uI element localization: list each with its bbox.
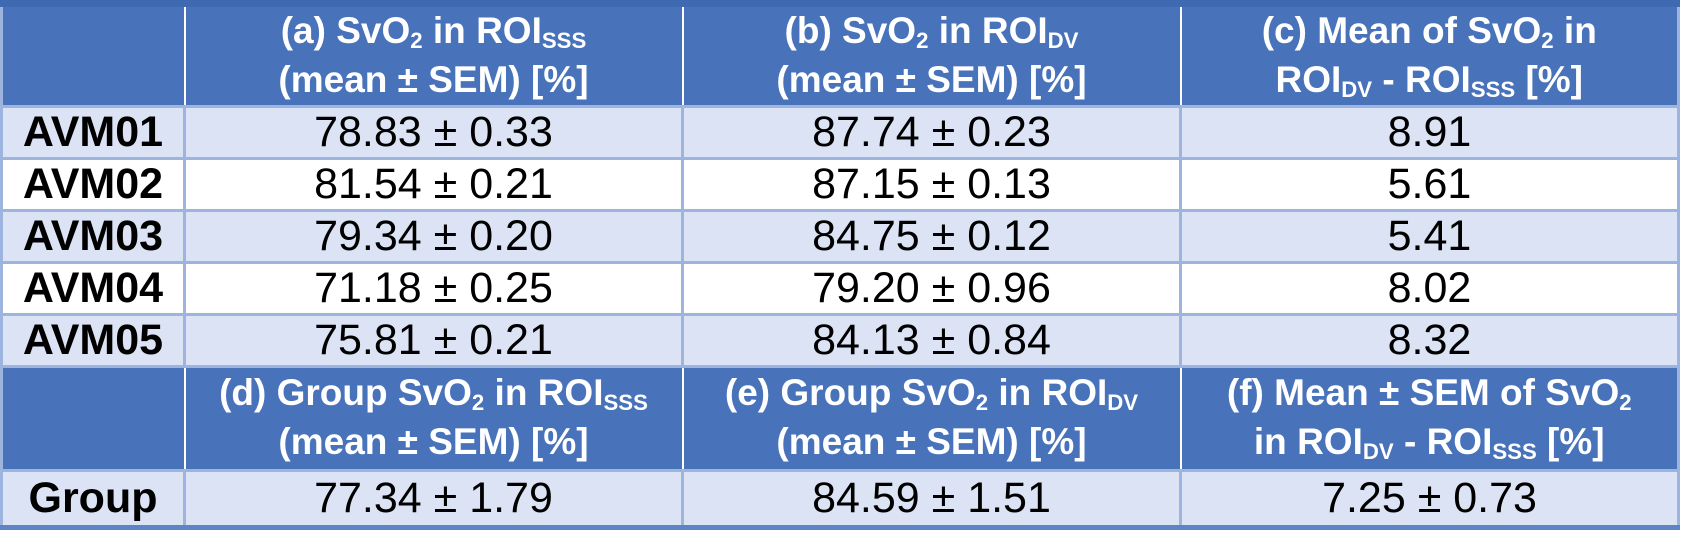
table-row-avm01: AVM01 78.83 ± 0.33 87.74 ± 0.23 8.91 xyxy=(0,104,1680,160)
row-label: AVM01 xyxy=(0,104,186,160)
table-cell: 8.32 xyxy=(1179,312,1680,368)
header-row-top: (a) SvO2 in ROISSS (mean ± SEM) [%] (b) S… xyxy=(1,2,1679,108)
table-cell: 84.75 ± 0.12 xyxy=(681,208,1182,264)
row-label: AVM04 xyxy=(0,260,186,316)
column-header-e: (e) Group SvO2 in ROIDV (mean ± SEM) [%] xyxy=(681,364,1181,472)
column-header-f: (f) Mean ± SEM of SvO2 in ROIDV - ROISSS … xyxy=(1179,364,1679,472)
corner-cell-bottom xyxy=(1,364,185,472)
table-cell: 77.34 ± 1.79 xyxy=(183,468,684,529)
table-cell: 81.54 ± 0.21 xyxy=(183,156,684,212)
row-label: Group xyxy=(0,468,186,529)
table-cell: 7.25 ± 0.73 xyxy=(1179,468,1680,529)
table-row-avm04: AVM04 71.18 ± 0.25 79.20 ± 0.96 8.02 xyxy=(0,260,1680,316)
column-header-b: (b) SvO2 in ROIDV (mean ± SEM) [%] xyxy=(681,2,1181,108)
table-row-avm03: AVM03 79.34 ± 0.20 84.75 ± 0.12 5.41 xyxy=(0,208,1680,264)
table-cell: 84.59 ± 1.51 xyxy=(681,468,1182,529)
table-cell: 79.20 ± 0.96 xyxy=(681,260,1182,316)
table-cell: 5.61 xyxy=(1179,156,1680,212)
table-cell: 8.02 xyxy=(1179,260,1680,316)
row-label: AVM03 xyxy=(0,208,186,264)
column-header-c: (c) Mean of SvO2 in ROIDV - ROISSS [%] xyxy=(1179,2,1679,108)
corner-cell-top xyxy=(1,2,185,108)
table-cell: 8.91 xyxy=(1179,104,1680,160)
header-row-bottom: (d) Group SvO2 in ROISSS (mean ± SEM) [%]… xyxy=(1,364,1679,472)
table-cell: 87.15 ± 0.13 xyxy=(681,156,1182,212)
table-cell: 75.81 ± 0.21 xyxy=(183,312,684,368)
table-cell: 87.74 ± 0.23 xyxy=(681,104,1182,160)
table-cell: 84.13 ± 0.84 xyxy=(681,312,1182,368)
table-cell: 5.41 xyxy=(1179,208,1680,264)
column-header-d: (d) Group SvO2 in ROISSS (mean ± SEM) [%] xyxy=(183,364,683,472)
column-header-a: (a) SvO2 in ROISSS (mean ± SEM) [%] xyxy=(183,2,683,108)
table-row-avm02: AVM02 81.54 ± 0.21 87.15 ± 0.13 5.61 xyxy=(0,156,1680,212)
table-row-group: Group 77.34 ± 1.79 84.59 ± 1.51 7.25 ± 0… xyxy=(0,468,1680,529)
svo2-results-table: (a) SvO2 in ROISSS (mean ± SEM) [%] (b) S… xyxy=(0,0,1680,530)
table-row-avm05: AVM05 75.81 ± 0.21 84.13 ± 0.84 8.32 xyxy=(0,312,1680,368)
row-label: AVM05 xyxy=(0,312,186,368)
table-cell: 78.83 ± 0.33 xyxy=(183,104,684,160)
table-cell: 79.34 ± 0.20 xyxy=(183,208,684,264)
table-cell: 71.18 ± 0.25 xyxy=(183,260,684,316)
row-label: AVM02 xyxy=(0,156,186,212)
